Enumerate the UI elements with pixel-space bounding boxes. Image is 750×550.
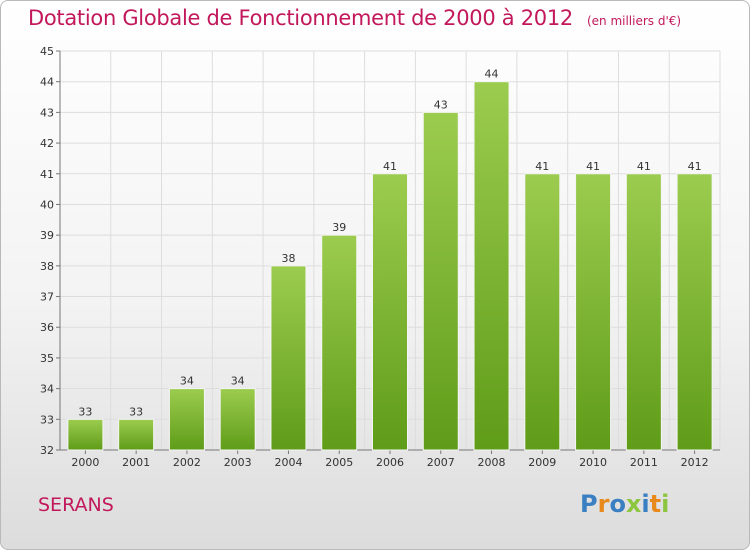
chart-title: Dotation Globale de Fonctionnement de 20… xyxy=(28,6,681,30)
y-tick-label: 33 xyxy=(40,413,54,426)
title-text: Dotation Globale de Fonctionnement de 20… xyxy=(28,6,573,30)
bar-2002 xyxy=(168,388,205,451)
data-label-2003: 34 xyxy=(231,375,245,388)
data-label-2000: 33 xyxy=(78,405,92,418)
bar-2000 xyxy=(67,418,104,451)
title-unit: (en milliers d'€) xyxy=(586,14,682,28)
data-label-2011: 41 xyxy=(637,160,651,173)
data-label-2005: 39 xyxy=(332,221,346,234)
bar-2010 xyxy=(575,173,612,451)
logo-letter: i xyxy=(641,490,650,518)
bar-2009 xyxy=(524,173,561,451)
bar-2005 xyxy=(321,234,358,451)
x-tick-label-2010: 2010 xyxy=(579,456,607,469)
bar-2003 xyxy=(219,388,256,451)
x-tick-label-2012: 2012 xyxy=(681,456,709,469)
tick-labels: 32 33 34 35 36 37 38 39 40 41 42 43 44 45 2000 2001 2002… xyxy=(40,45,709,469)
y-tick-label: 32 xyxy=(40,444,54,457)
y-tick-label: 35 xyxy=(40,352,54,365)
data-label-2009: 41 xyxy=(535,160,549,173)
bar-2006 xyxy=(372,173,408,451)
bar-2012 xyxy=(676,173,713,451)
y-tick-label: 44 xyxy=(40,76,54,89)
data-label-2008: 44 xyxy=(485,68,499,81)
y-tick-label: 39 xyxy=(40,229,54,242)
bar-2001 xyxy=(118,418,155,451)
data-label-2012: 41 xyxy=(688,160,702,173)
bar-2007 xyxy=(422,111,459,451)
x-tick-label-2009: 2009 xyxy=(528,456,556,469)
x-tick-label-2008: 2008 xyxy=(478,456,506,469)
y-tick-label: 42 xyxy=(40,137,54,150)
y-tick-label: 45 xyxy=(40,45,54,58)
data-label-2007: 43 xyxy=(434,98,448,111)
data-label-2010: 41 xyxy=(586,160,600,173)
y-tick-label: 37 xyxy=(40,291,54,304)
proxiti-logo[interactable]: Proxiti xyxy=(580,490,669,518)
x-tick-label-2000: 2000 xyxy=(71,456,99,469)
logo-letter: x xyxy=(625,490,642,518)
y-tick-label: 41 xyxy=(40,168,54,181)
x-tick-label-2005: 2005 xyxy=(325,456,353,469)
y-tick-label: 40 xyxy=(40,198,54,211)
x-tick-label-2003: 2003 xyxy=(224,456,252,469)
data-labels: 33 33 34 34 38 39 41 43 44 41 41 41 41 xyxy=(78,68,701,419)
data-label-2004: 38 xyxy=(281,252,295,265)
x-tick-label-2004: 2004 xyxy=(274,456,302,469)
bars xyxy=(67,81,713,451)
logo-letter: t xyxy=(649,490,662,518)
logo-letter: i xyxy=(661,490,670,518)
data-label-2006: 41 xyxy=(383,160,397,173)
logo-letter: o xyxy=(609,490,626,518)
y-tick-label: 34 xyxy=(40,383,54,396)
x-tick-label-2002: 2002 xyxy=(173,456,201,469)
y-tick-label: 43 xyxy=(40,106,54,119)
data-label-2002: 34 xyxy=(180,375,194,388)
data-label-2001: 33 xyxy=(129,405,143,418)
place-name: SERANS xyxy=(38,494,114,516)
bar-2011 xyxy=(625,173,662,451)
bar-2004 xyxy=(270,265,307,451)
x-tick-label-2007: 2007 xyxy=(427,456,455,469)
y-tick-label: 36 xyxy=(40,321,54,334)
logo-letter: P xyxy=(580,490,598,518)
logo-letter: r xyxy=(597,490,610,518)
x-tick-label-2011: 2011 xyxy=(630,456,658,469)
x-tick-label-2001: 2001 xyxy=(122,456,150,469)
y-tick-label: 38 xyxy=(40,260,54,273)
bar-2008 xyxy=(473,81,510,451)
x-tick-label-2006: 2006 xyxy=(376,456,404,469)
